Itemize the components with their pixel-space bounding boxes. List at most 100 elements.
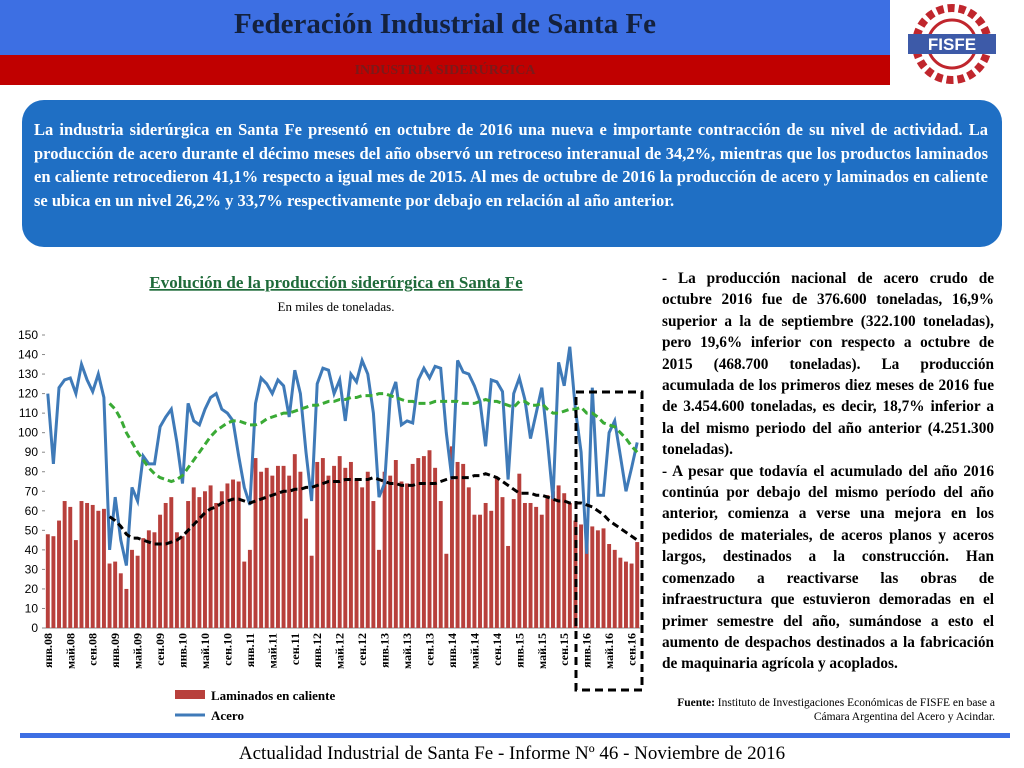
bar xyxy=(225,483,230,628)
bar xyxy=(79,501,84,628)
header-subtitle: INDUSTRIA SIDERÚRGICA xyxy=(354,63,536,78)
bar xyxy=(382,471,387,628)
bar xyxy=(259,471,264,628)
bar xyxy=(590,526,595,628)
bar xyxy=(197,497,202,628)
bar xyxy=(214,502,219,628)
highlight-box xyxy=(574,390,644,692)
x-tick-label: май.12 xyxy=(333,633,347,669)
bar xyxy=(579,524,584,628)
x-tick-label: сен.14 xyxy=(490,633,504,666)
bar xyxy=(595,530,600,628)
summary: La industria siderúrgica en Santa Fe pre… xyxy=(34,120,988,210)
bar xyxy=(247,549,252,628)
bar xyxy=(601,528,606,628)
y-tick-label: 150 xyxy=(18,328,38,342)
x-tick-label: май.14 xyxy=(467,633,481,669)
bar xyxy=(73,540,78,628)
bar xyxy=(371,501,376,628)
bar xyxy=(90,504,95,628)
x-tick-label: янв.12 xyxy=(310,633,324,668)
bar xyxy=(332,465,337,628)
y-tick-label: 90 xyxy=(25,445,39,459)
y-tick-label: 60 xyxy=(25,504,39,518)
x-tick-label: янв.08 xyxy=(41,633,55,668)
x-tick-label: сен.12 xyxy=(355,633,369,666)
bar xyxy=(118,573,123,628)
bar xyxy=(506,545,511,628)
bar xyxy=(438,501,443,628)
bar xyxy=(135,555,140,628)
bar xyxy=(624,561,628,628)
bar xyxy=(348,461,353,628)
x-tick-label: май.13 xyxy=(400,633,414,669)
summary-box xyxy=(22,100,1002,247)
y-tick-label: 80 xyxy=(25,465,39,479)
logo: FISFE xyxy=(908,4,996,84)
bar xyxy=(393,460,398,628)
bar xyxy=(388,475,393,628)
bar xyxy=(304,518,308,628)
y-tick-label: 110 xyxy=(19,406,38,420)
bar xyxy=(410,463,415,628)
y-tick-label: 100 xyxy=(18,426,38,440)
bar xyxy=(494,477,499,628)
x-tick-label: янв.14 xyxy=(445,633,459,668)
x-tick-label: май.16 xyxy=(602,633,616,669)
bar xyxy=(169,497,174,628)
source-label: Fuente: xyxy=(677,697,715,709)
bar xyxy=(85,502,90,628)
bar xyxy=(326,475,331,628)
x-tick-label: сен.10 xyxy=(220,633,234,666)
bar xyxy=(309,555,314,628)
bar xyxy=(377,549,381,628)
line xyxy=(46,346,639,566)
logo-band xyxy=(908,34,996,54)
bar xyxy=(478,514,482,628)
bar xyxy=(130,549,134,628)
bar xyxy=(573,520,578,628)
x-tick-label: сен.13 xyxy=(423,633,437,666)
bar xyxy=(264,467,269,628)
bar xyxy=(551,491,555,628)
bar xyxy=(231,479,236,628)
y-tick-label: 40 xyxy=(25,543,39,557)
x-tick-label: сен.08 xyxy=(86,633,100,666)
bar xyxy=(483,502,488,628)
bar xyxy=(455,461,460,628)
bar xyxy=(461,463,466,628)
bar xyxy=(253,458,258,628)
legend-label: Laminados en caliente xyxy=(211,688,335,703)
x-tick-label: янв.13 xyxy=(378,633,392,668)
legend-swatch xyxy=(175,690,205,699)
chart-subtitle: En miles de toneladas. xyxy=(278,299,395,314)
x-tick-label: май.08 xyxy=(63,633,77,669)
bar xyxy=(287,475,292,628)
bar xyxy=(141,538,146,628)
moving-average xyxy=(108,472,639,546)
bar xyxy=(539,514,544,628)
x-tick-label: сен.15 xyxy=(557,633,571,666)
y-tick-label: 0 xyxy=(31,621,38,635)
source: Fuente: Instituto de Investigaciones Eco… xyxy=(640,696,995,724)
bar xyxy=(472,514,477,628)
x-tick-label: май.09 xyxy=(131,633,145,669)
bar xyxy=(219,491,224,628)
bar xyxy=(68,506,73,628)
x-tick-label: май.15 xyxy=(535,633,549,669)
bar xyxy=(405,483,410,628)
bar xyxy=(427,450,432,628)
bar xyxy=(449,446,454,628)
bar xyxy=(45,534,50,628)
bar xyxy=(399,481,404,628)
y-tick-label: 20 xyxy=(25,582,39,596)
bar xyxy=(124,588,129,628)
bar xyxy=(360,487,365,628)
bar xyxy=(292,454,297,628)
bar xyxy=(152,532,157,628)
bar xyxy=(158,514,163,628)
bar xyxy=(203,491,207,628)
bar xyxy=(489,510,494,628)
y-tick-label: 140 xyxy=(18,348,38,362)
